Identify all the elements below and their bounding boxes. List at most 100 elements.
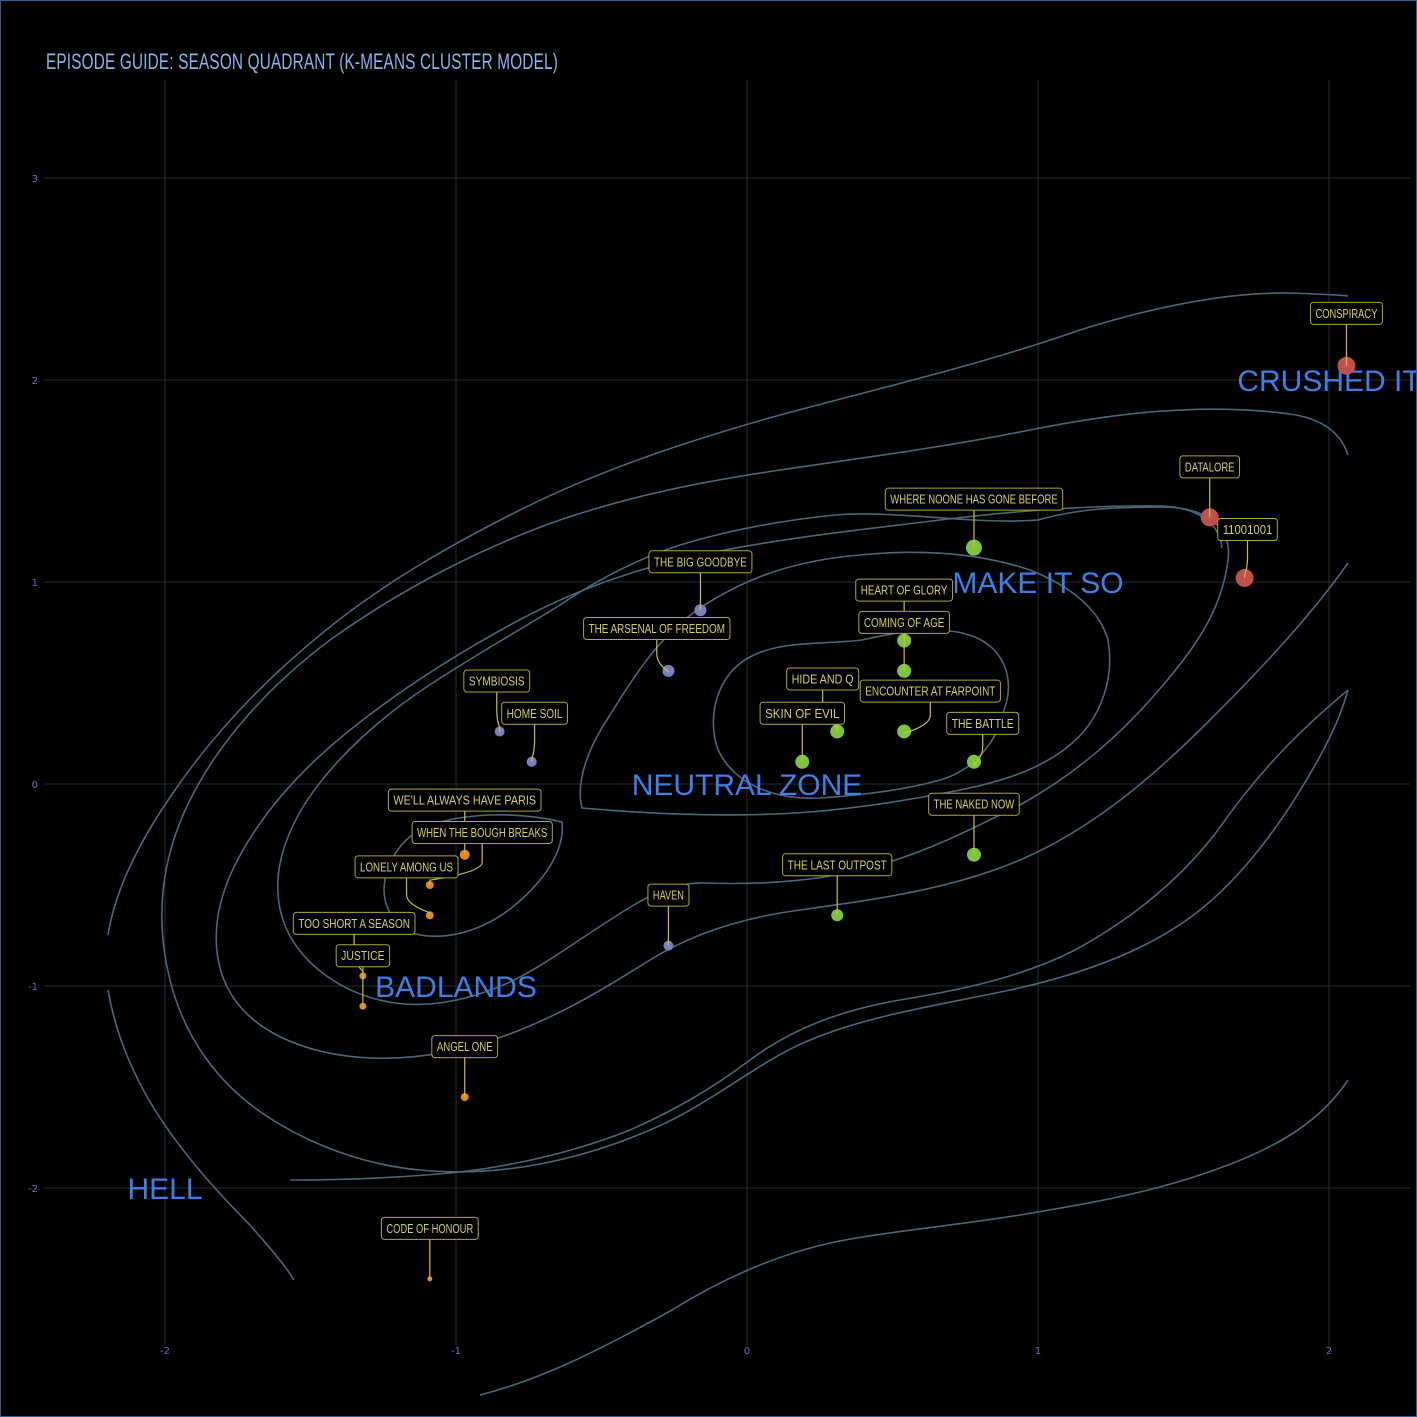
x-tick-label: 0: [744, 1346, 750, 1357]
point-label-text: THE NAKED NOW: [934, 798, 1015, 812]
grid-lines: [44, 80, 1410, 1345]
point-label-box: [928, 792, 1020, 816]
region-label: BADLANDS: [375, 971, 537, 1004]
point-label-text: TOO SHORT A SEASON: [298, 917, 410, 931]
point-label-box: [431, 1035, 499, 1059]
point-label: WE'LL ALWAYS HAVE PARIS: [387, 788, 542, 812]
x-tick-label: 1: [1035, 1346, 1041, 1357]
x-tick-label: -1: [451, 1346, 461, 1357]
axis-ticks: -2 -1 0 1 2 -2 -1 0 1 2 3: [28, 174, 1332, 1357]
point-label-box: [380, 1216, 479, 1240]
density-contour: [479, 1079, 1349, 1396]
region-label: MAKE IT SO: [952, 567, 1123, 600]
chart-title: EPISODE GUIDE: SEASON QUADRANT (K-MEANS …: [46, 49, 558, 74]
point-label-box: [884, 487, 1064, 511]
y-tick-label: 1: [32, 578, 38, 589]
point-label-text: SKIN OF EVIL: [765, 707, 839, 721]
point-label: 11001001: [1217, 517, 1278, 541]
point-label: THE BIG GOODBYE: [648, 550, 753, 574]
point-label-box: [463, 669, 531, 693]
point-label: DATALORE: [1179, 455, 1240, 479]
y-tick-label: 2: [32, 376, 38, 387]
leader-line: [405, 877, 431, 916]
point-label-text: CONSPIRACY: [1315, 307, 1377, 321]
y-tick-label: 0: [32, 780, 38, 791]
density-contour: [107, 292, 1349, 936]
point-label: CODE OF HONOUR: [380, 1216, 479, 1240]
point-label-text: THE ARSENAL OF FREEDOM: [589, 622, 725, 636]
point-label-box: [647, 883, 690, 907]
density-contour: [215, 505, 1349, 1060]
point-label-box: [583, 616, 731, 640]
y-tick-label: -1: [28, 982, 38, 993]
point-label-text: HEART OF GLORY: [861, 584, 948, 598]
region-label: NEUTRAL ZONE: [632, 769, 863, 802]
leader-line: [903, 702, 931, 735]
point-label-box: [387, 788, 542, 812]
point-label: THE NAKED NOW: [928, 792, 1020, 816]
point-label: CONSPIRACY: [1309, 301, 1383, 325]
point-label-box: [858, 610, 950, 634]
point-label-box: [335, 944, 391, 968]
leader-line: [1244, 540, 1249, 578]
leader-line: [496, 691, 501, 732]
density-contours: [107, 292, 1349, 1396]
point-label: HIDE AND Q: [786, 667, 860, 691]
density-contour: [276, 506, 1230, 1006]
leader-line: [531, 724, 536, 762]
point-label-box: [292, 911, 416, 935]
data-points: [359, 356, 1356, 1282]
point-label-text: WHEN THE BOUGH BREAKS: [417, 826, 547, 840]
point-label-text: 11001001: [1223, 523, 1273, 537]
point-label-box: [782, 853, 893, 877]
region-label: CRUSHED IT: [1237, 365, 1417, 398]
point-label: WHERE NOONE HAS GONE BEFORE: [884, 487, 1064, 511]
point-label-box: [855, 578, 954, 602]
x-tick-label: -2: [160, 1346, 170, 1357]
point-label-box: [501, 701, 568, 725]
leader-line: [973, 734, 984, 767]
point-label: LONELY AMONG US: [354, 855, 459, 879]
point-label: THE LAST OUTPOST: [782, 853, 893, 877]
point-label: COMING OF AGE: [858, 610, 950, 634]
point-label-box: [759, 701, 845, 725]
point-label-text: SYMBIOSIS: [469, 674, 525, 688]
point-label: THE ARSENAL OF FREEDOM: [583, 616, 731, 640]
density-contour: [161, 408, 1349, 1173]
point-label-text: DATALORE: [1185, 460, 1235, 474]
point-label-text: THE BATTLE: [952, 717, 1014, 731]
point-label-text: ANGEL ONE: [437, 1040, 493, 1054]
region-label: HELL: [127, 1173, 202, 1206]
point-label-box: [354, 855, 459, 879]
point-label: HOME SOIL: [501, 701, 568, 725]
point-label: TOO SHORT A SEASON: [292, 911, 416, 935]
point-label: ENCOUNTER AT FARPOINT: [859, 679, 1001, 703]
point-label-text: HOME SOIL: [507, 707, 563, 721]
leader-line: [429, 843, 483, 885]
point-label-box: [648, 550, 753, 574]
point-label-text: WHERE NOONE HAS GONE BEFORE: [890, 493, 1057, 507]
point-label-box: [1179, 455, 1240, 479]
y-tick-label: -2: [28, 1184, 38, 1195]
x-tick-label: 2: [1326, 1346, 1332, 1357]
point-label-box: [946, 711, 1020, 735]
density-contour: [712, 629, 1010, 799]
point-label-text: CODE OF HONOUR: [386, 1222, 473, 1236]
region-labels: CRUSHED IT MAKE IT SO NEUTRAL ZONE BADLANDS…: [127, 365, 1417, 1206]
point-label: THE BATTLE: [946, 711, 1020, 735]
point-label: WHEN THE BOUGH BREAKS: [411, 820, 553, 844]
point-label-box: [1309, 301, 1383, 325]
point-label-text: THE BIG GOODBYE: [654, 555, 747, 569]
point-label-box: [411, 820, 553, 844]
y-tick-label: 3: [32, 174, 38, 185]
point-label-text: LONELY AMONG US: [360, 860, 453, 874]
point-label-box: [1217, 517, 1278, 541]
point-label: SYMBIOSIS: [463, 669, 531, 693]
point-labels: CONSPIRACY DATALORE 11001001 WHERE NOONE HA…: [292, 301, 1383, 1279]
point-label: HEART OF GLORY: [855, 578, 954, 602]
leader-line: [656, 639, 670, 673]
point-label-text: ENCOUNTER AT FARPOINT: [865, 685, 995, 699]
point-label-text: COMING OF AGE: [864, 616, 945, 630]
